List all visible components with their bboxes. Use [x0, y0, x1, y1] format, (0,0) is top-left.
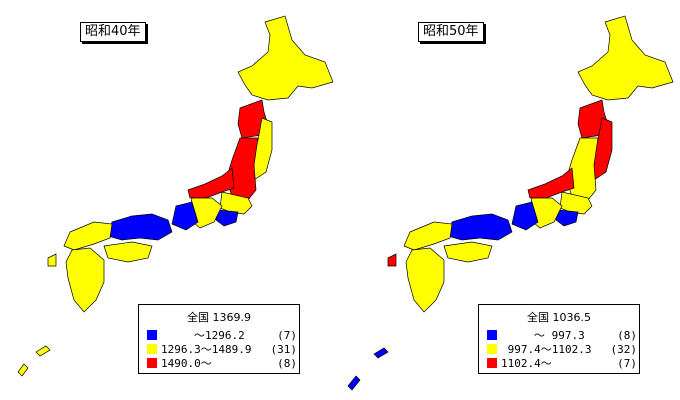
japan-map-svg	[347, 15, 674, 391]
legend-swatch-high	[147, 358, 157, 368]
region-chugoku	[63, 221, 113, 251]
legend-range: 1296.3～1489.9	[161, 343, 252, 356]
legend-swatch-high	[487, 358, 497, 368]
region-kyushu	[65, 247, 105, 313]
region-hokkaido	[237, 15, 334, 101]
legend-count: (7)	[617, 357, 637, 370]
legend-swatch-mid	[147, 344, 157, 354]
prefecture-map-right: 昭和50年 全国 1036.5 ～ 997.3 (8) 997.4～1102.3…	[340, 0, 680, 400]
region-chugoku	[403, 221, 453, 251]
region-kinki	[107, 213, 173, 241]
region-nagasaki	[387, 253, 397, 267]
region-okinawa	[347, 347, 389, 391]
legend-count: (8)	[617, 329, 637, 342]
region-tokyo	[215, 209, 239, 227]
national-value: 1036.5	[552, 311, 592, 324]
legend-row-high: 1102.4～ (7)	[487, 357, 637, 370]
national-average: 全国 1036.5	[479, 309, 639, 325]
region-nagasaki	[47, 253, 57, 267]
national-value: 1369.9	[212, 311, 252, 324]
national-label: 全国	[527, 311, 549, 324]
legend-swatch-low	[487, 330, 497, 340]
legend-count: (31)	[270, 343, 298, 356]
national-average: 全国 1369.9	[139, 309, 299, 325]
map-title: 昭和40年	[80, 22, 146, 42]
legend-row-low: ～ 997.3 (8)	[487, 329, 637, 342]
region-hokkaido	[577, 15, 674, 101]
region-shikoku	[103, 241, 153, 263]
legend-row-high: 1490.0～ (8)	[147, 357, 297, 370]
prefecture-map-left: 昭和40年 全国 1369.9 ～1296.2 (7) 1296.3～1489.…	[17, 15, 334, 377]
legend-count: (7)	[277, 329, 297, 342]
legend-range: ～ 997.3	[501, 329, 585, 342]
legend-range: 997.4～1102.3	[501, 343, 592, 356]
legend-box: 全国 1036.5 ～ 997.3 (8) 997.4～1102.3 (32) …	[478, 304, 640, 374]
legend-range: 1102.4～	[501, 357, 552, 370]
region-shikoku	[443, 241, 493, 263]
legend-count: (32)	[610, 343, 638, 356]
region-tokyo	[555, 209, 579, 227]
japan-map-svg	[17, 15, 334, 377]
legend-row-mid: 1296.3～1489.9 (31)	[147, 343, 297, 356]
legend-box: 全国 1369.9 ～1296.2 (7) 1296.3～1489.9 (31)…	[138, 304, 300, 374]
legend-swatch-mid	[487, 344, 497, 354]
region-tokai	[511, 201, 539, 231]
national-label: 全国	[187, 311, 209, 324]
legend-swatch-low	[147, 330, 157, 340]
legend-row-low: ～1296.2 (7)	[147, 329, 297, 342]
legend-row-mid: 997.4～1102.3 (32)	[487, 343, 637, 356]
legend-range: 1490.0～	[161, 357, 212, 370]
legend-range: ～1296.2	[161, 329, 245, 342]
map-title: 昭和50年	[418, 22, 484, 42]
region-tokai	[171, 201, 199, 231]
region-kyushu	[405, 247, 445, 313]
region-okinawa	[17, 345, 51, 377]
legend-count: (8)	[277, 357, 297, 370]
region-kinki	[447, 213, 513, 241]
